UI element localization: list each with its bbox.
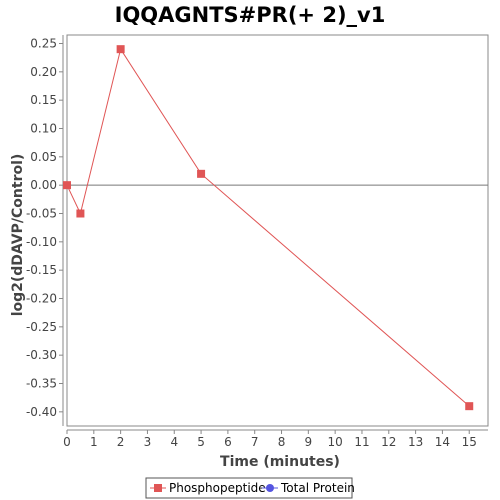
x-tick-label: 6 bbox=[224, 435, 232, 449]
x-tick-label: 1 bbox=[90, 435, 98, 449]
x-tick-label: 5 bbox=[197, 435, 205, 449]
data-point bbox=[197, 169, 206, 178]
y-tick-label: -0.15 bbox=[26, 263, 57, 277]
legend-label-phosphopeptide: Phosphopeptide bbox=[169, 481, 266, 495]
y-tick-label: -0.30 bbox=[26, 348, 57, 362]
x-tick-label: 12 bbox=[381, 435, 396, 449]
plot-area bbox=[66, 34, 489, 427]
y-tick-label: -0.20 bbox=[26, 292, 57, 306]
chart-title: IQQAGNTS#PR(+ 2)_v1 bbox=[115, 3, 386, 27]
y-tick-label: -0.10 bbox=[26, 235, 57, 249]
data-point bbox=[116, 45, 125, 54]
y-tick-label: -0.40 bbox=[26, 405, 57, 419]
x-tick-label: 15 bbox=[462, 435, 477, 449]
x-tick-label: 7 bbox=[251, 435, 259, 449]
x-tick-label: 13 bbox=[408, 435, 423, 449]
x-tick-label: 10 bbox=[328, 435, 343, 449]
x-tick-label: 0 bbox=[63, 435, 71, 449]
legend-marker-total-protein bbox=[266, 484, 274, 492]
y-tick-label: 0.00 bbox=[30, 178, 57, 192]
y-tick-label: 0.15 bbox=[30, 93, 57, 107]
data-point bbox=[63, 181, 71, 190]
y-axis: 0.25 0.20 0.15 0.10 0.05 0.00 -0.05 -0.10 -0.15 -… bbox=[26, 35, 64, 426]
legend-marker-phosphopeptide bbox=[154, 484, 162, 492]
x-tick-label: 9 bbox=[305, 435, 313, 449]
x-tick-label: 3 bbox=[144, 435, 152, 449]
series-layer bbox=[63, 45, 474, 411]
x-axis-label: Time (minutes) bbox=[220, 454, 340, 470]
x-axis: 0 1 2 3 4 5 6 7 8 9 10 11 12 13 14 15 bbox=[63, 429, 488, 449]
x-tick-label: 14 bbox=[435, 435, 450, 449]
y-tick-label: 0.25 bbox=[30, 37, 57, 51]
legend-label-total-protein: Total Protein bbox=[280, 481, 355, 495]
y-axis-label: log2(dDAVP/Control) bbox=[10, 154, 26, 317]
x-tick-label: 2 bbox=[117, 435, 125, 449]
y-tick-label: 0.20 bbox=[30, 65, 57, 79]
y-tick-label: 0.05 bbox=[30, 150, 57, 164]
data-point bbox=[76, 209, 85, 218]
y-tick-label: -0.25 bbox=[26, 320, 57, 334]
y-tick-label: -0.35 bbox=[26, 377, 57, 391]
x-tick-label: 4 bbox=[170, 435, 178, 449]
x-tick-label: 8 bbox=[278, 435, 286, 449]
x-tick-label: 11 bbox=[354, 435, 369, 449]
legend: Phosphopeptide Total Protein bbox=[145, 477, 355, 499]
y-tick-label: -0.05 bbox=[26, 207, 57, 221]
legend-box bbox=[145, 477, 353, 499]
data-point bbox=[465, 402, 474, 411]
y-tick-label: 0.10 bbox=[30, 122, 57, 136]
